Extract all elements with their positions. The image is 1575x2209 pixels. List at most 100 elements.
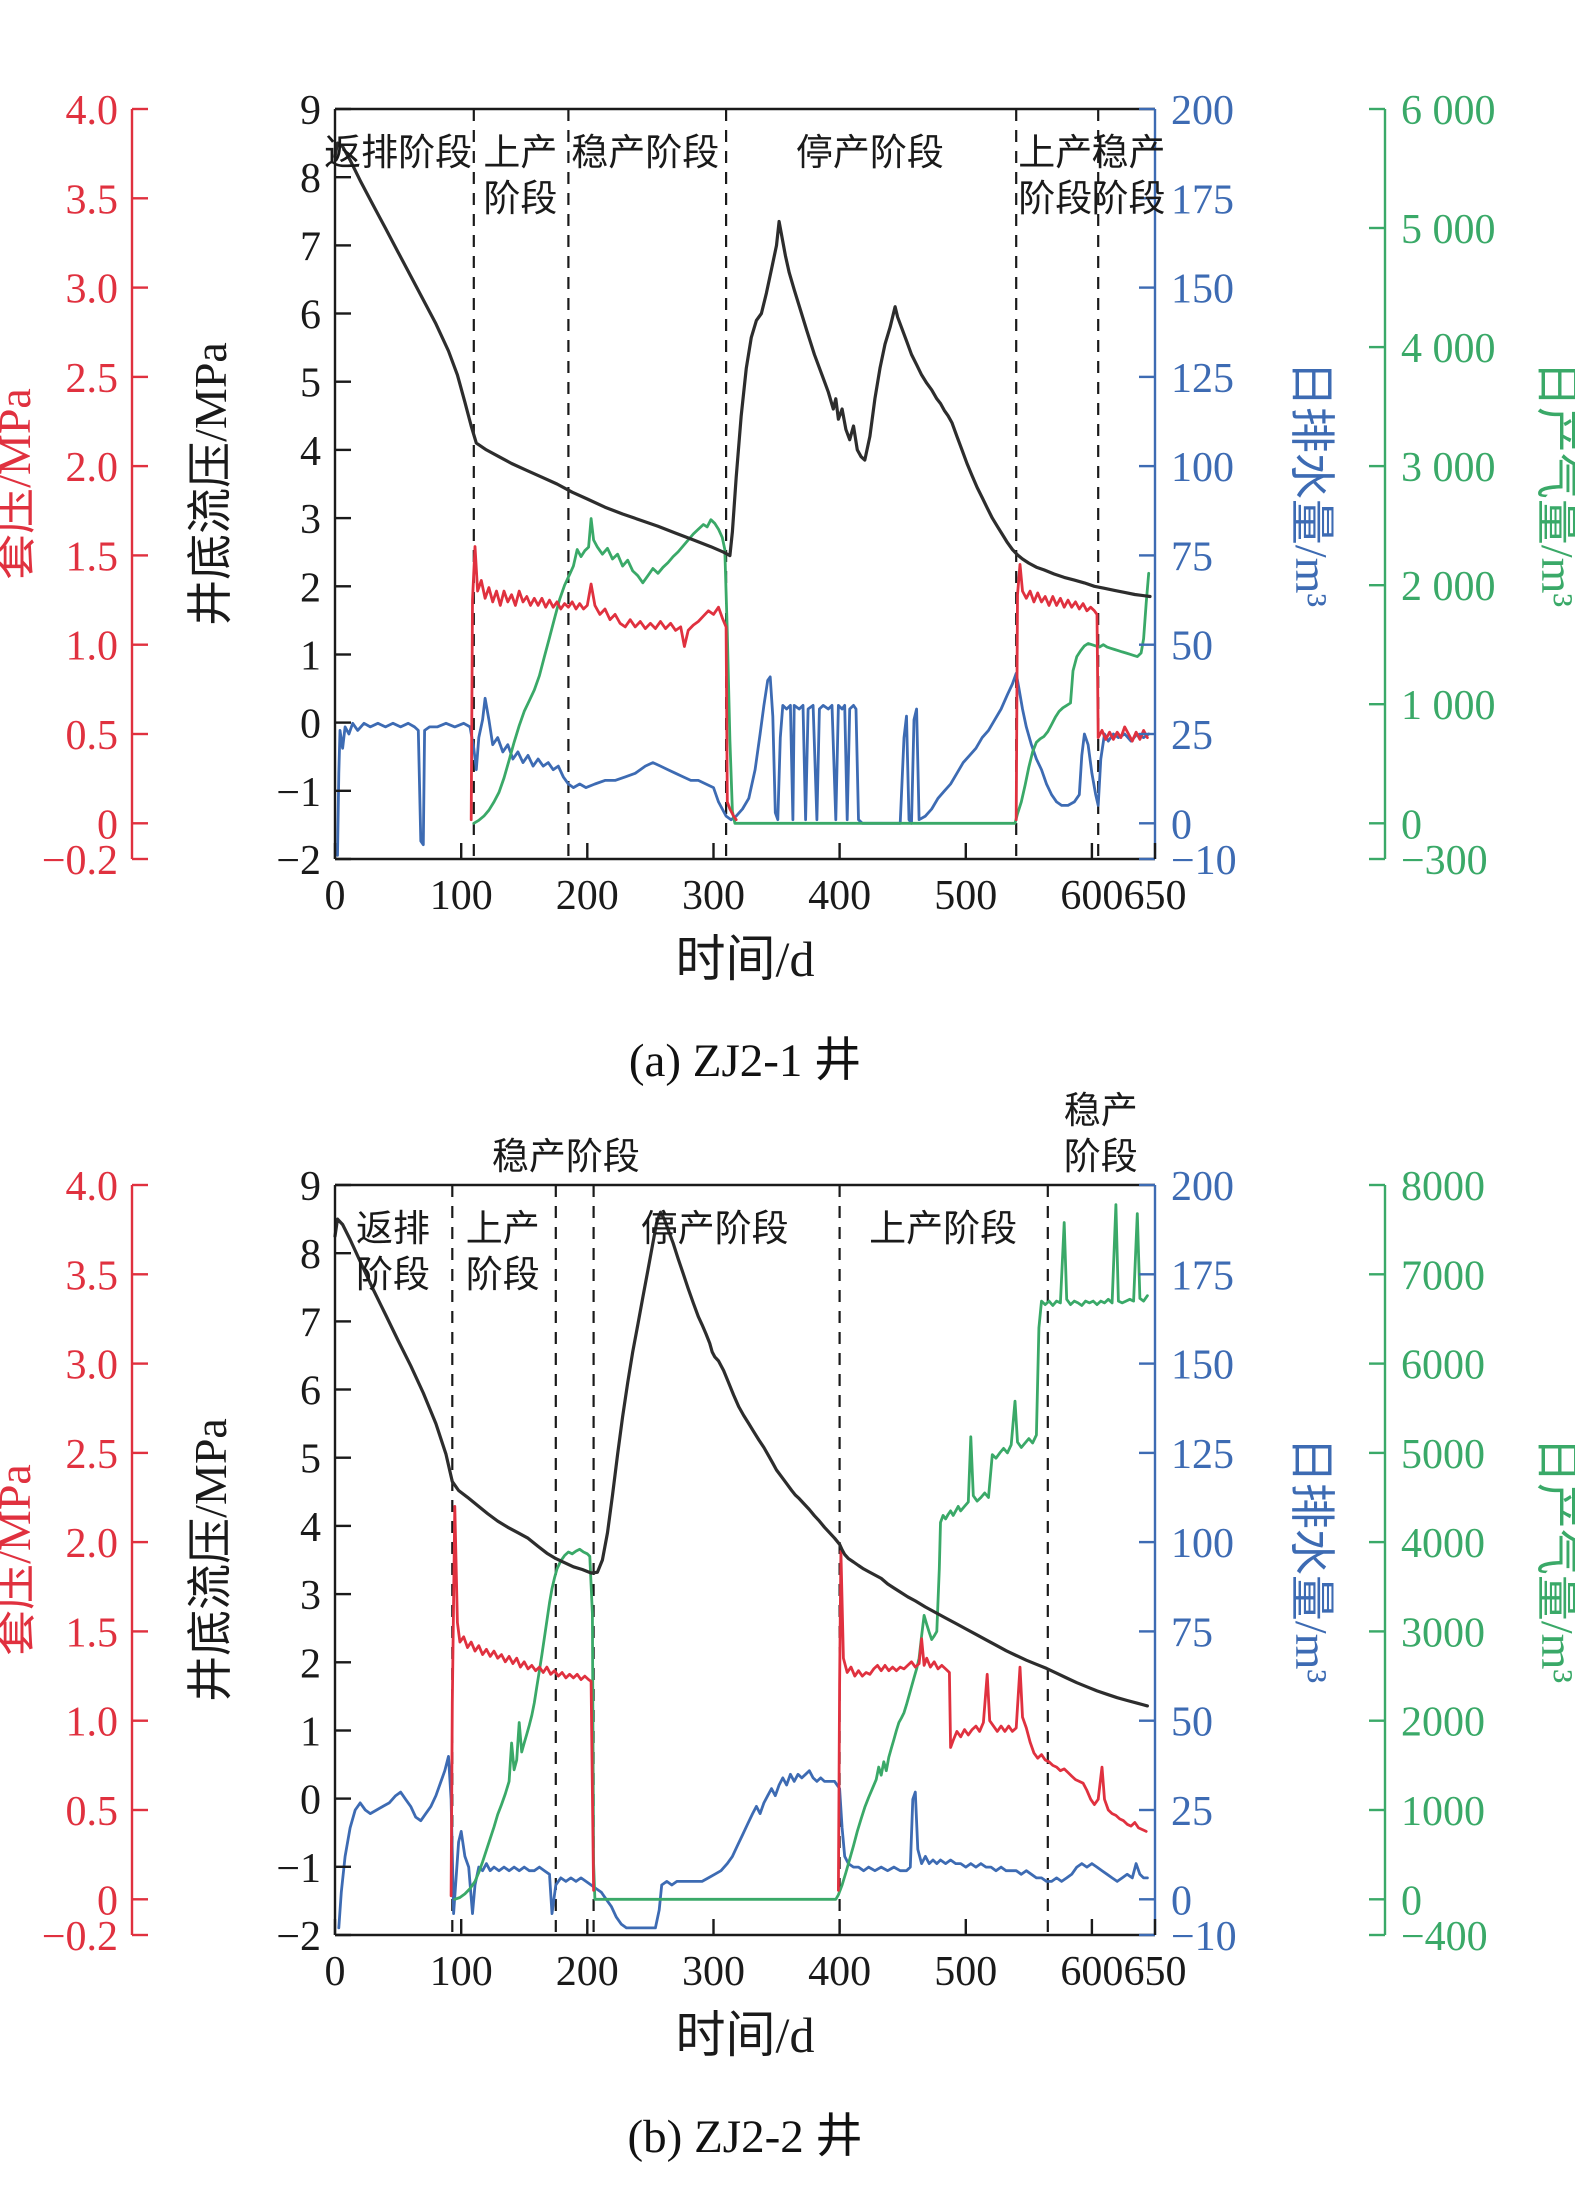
svg-text:上产: 上产	[1018, 132, 1092, 174]
svg-text:3.5: 3.5	[66, 177, 119, 223]
svg-text:4: 4	[300, 1505, 321, 1551]
svg-text:阶段: 阶段	[483, 178, 557, 220]
axis-title-gas: 日产气量/m³	[1532, 1437, 1575, 1683]
axis-casing: 4.0 3.5 3.0 2.5 2.0 1.5 1.0 0.5 0−0.2 套压/MPa	[0, 88, 148, 884]
svg-text:125: 125	[1171, 356, 1234, 402]
svg-text:1.0: 1.0	[66, 1700, 119, 1746]
svg-text:3 000: 3 000	[1401, 445, 1496, 491]
svg-text:1 000: 1 000	[1401, 683, 1496, 729]
svg-text:8: 8	[300, 156, 321, 202]
svg-text:0: 0	[325, 1949, 346, 1995]
svg-text:1: 1	[300, 634, 321, 680]
svg-text:3.0: 3.0	[66, 267, 119, 313]
svg-text:上产: 上产	[466, 1208, 540, 1250]
svg-text:0: 0	[97, 802, 118, 848]
svg-text:−2: −2	[276, 1914, 321, 1960]
svg-text:5 000: 5 000	[1401, 207, 1496, 253]
svg-text:0: 0	[300, 1778, 321, 1824]
svg-text:停产阶段: 停产阶段	[641, 1208, 789, 1250]
axis-time: 0 100 200 300 400 500 600 650 时间/d	[325, 1919, 1187, 2063]
svg-text:阶段: 阶段	[1064, 1136, 1138, 1178]
series-casing-pressure-line	[469, 545, 1149, 822]
svg-text:6 000: 6 000	[1401, 88, 1496, 134]
svg-text:4000: 4000	[1401, 1521, 1485, 1567]
svg-text:150: 150	[1171, 267, 1234, 313]
phase-boundary-lines	[451, 1185, 1049, 1935]
svg-text:200: 200	[556, 873, 619, 919]
svg-text:3.5: 3.5	[66, 1253, 119, 1299]
svg-text:2: 2	[300, 565, 321, 611]
axis-title-casing: 套压/MPa	[0, 1464, 40, 1656]
phase-labels: 返排阶段上产阶段稳产阶段停产阶段上产阶段稳产阶段	[356, 1090, 1138, 1296]
axis-bhp: 9 8 7 6 5 4 3 2 1 0 −1 −2 井底流压/MPa	[185, 88, 351, 884]
svg-text:4.0: 4.0	[66, 1164, 119, 1210]
svg-text:6000: 6000	[1401, 1343, 1485, 1389]
svg-text:75: 75	[1171, 1610, 1213, 1656]
svg-text:7: 7	[300, 1300, 321, 1346]
svg-text:200: 200	[1171, 1164, 1234, 1210]
svg-text:100: 100	[1171, 445, 1234, 491]
figure-a: 4.0 3.5 3.0 2.5 2.0 1.5 1.0 0.5 0 −0.2 套压/MPa 9 8 7 6 5…	[0, 14, 1575, 1090]
svg-text:0: 0	[1171, 1878, 1192, 1924]
svg-text:2: 2	[300, 1641, 321, 1687]
svg-text:400: 400	[808, 873, 871, 919]
axis-gas: 6 000 5 000 4 000 3 000 2 000 1 000 0−300 日产气量/…	[1369, 88, 1575, 884]
svg-text:1.0: 1.0	[66, 624, 119, 670]
svg-text:−0.2: −0.2	[42, 838, 118, 884]
axis-water: 200 175 150 125 100 75 50 25 0−10 日排水量/m³	[1139, 88, 1337, 884]
svg-text:阶段: 阶段	[466, 1254, 540, 1296]
series-daily-water-line	[337, 1755, 1149, 1930]
axis-title-bhp: 井底流压/MPa	[185, 342, 236, 626]
svg-text:0: 0	[1171, 802, 1192, 848]
svg-text:上产阶段: 上产阶段	[869, 1208, 1017, 1250]
series-daily-gas-line	[472, 517, 1151, 825]
svg-text:9: 9	[300, 88, 321, 134]
svg-text:2 000: 2 000	[1401, 564, 1496, 610]
plot-frame	[333, 1183, 1157, 1937]
svg-text:650: 650	[1124, 873, 1187, 919]
plot-frame	[333, 107, 1157, 861]
svg-text:稳产阶段: 稳产阶段	[492, 1136, 640, 1178]
series-daily-gas-line	[453, 1203, 1149, 1901]
svg-text:阶段: 阶段	[1092, 178, 1166, 220]
svg-text:−1: −1	[276, 770, 321, 816]
series-casing-pressure-line	[449, 1504, 1148, 1898]
svg-text:100: 100	[1171, 1521, 1234, 1567]
svg-text:600: 600	[1060, 873, 1123, 919]
svg-text:0: 0	[325, 873, 346, 919]
axis-title-casing: 套压/MPa	[0, 388, 40, 580]
svg-text:125: 125	[1171, 1432, 1234, 1478]
svg-text:停产阶段: 停产阶段	[796, 132, 944, 174]
svg-text:2000: 2000	[1401, 1700, 1485, 1746]
svg-text:稳产阶段: 稳产阶段	[571, 132, 719, 174]
axis-water: 200 175 150 125 100 75 50 25 0−10 日排水量/m³	[1139, 1164, 1337, 1960]
svg-text:阶段: 阶段	[356, 1254, 430, 1296]
axis-bhp: 9 8 7 6 5 4 3 2 1 0 −1 −2 井底流压/MPa	[185, 1164, 351, 1960]
svg-text:200: 200	[1171, 88, 1234, 134]
svg-text:2.0: 2.0	[66, 445, 119, 491]
svg-text:−300: −300	[1401, 838, 1488, 884]
figure-a-caption: (a) ZJ2-1 井	[628, 1035, 862, 1087]
svg-text:−0.2: −0.2	[42, 1914, 118, 1960]
svg-text:3: 3	[300, 497, 321, 543]
svg-text:2.5: 2.5	[66, 1432, 119, 1478]
svg-text:100: 100	[430, 873, 493, 919]
svg-text:0.5: 0.5	[66, 713, 119, 759]
svg-text:0: 0	[1401, 802, 1422, 848]
axis-title-bhp: 井底流压/MPa	[185, 1418, 236, 1702]
axis-title-time: 时间/d	[676, 2007, 815, 2063]
svg-text:25: 25	[1171, 1789, 1213, 1835]
svg-text:返排阶段: 返排阶段	[324, 132, 472, 174]
svg-text:−400: −400	[1401, 1914, 1488, 1960]
svg-text:3: 3	[300, 1573, 321, 1619]
svg-text:−10: −10	[1171, 838, 1237, 884]
svg-text:3.0: 3.0	[66, 1343, 119, 1389]
svg-text:150: 150	[1171, 1343, 1234, 1389]
axis-title-time: 时间/d	[676, 931, 815, 987]
axis-title-water: 日排水量/m³	[1286, 1437, 1337, 1683]
svg-text:4: 4	[300, 429, 321, 475]
svg-text:−10: −10	[1171, 1914, 1237, 1960]
svg-text:稳产: 稳产	[1092, 132, 1166, 174]
series-bottomhole-pressure-line	[333, 1210, 1150, 1708]
